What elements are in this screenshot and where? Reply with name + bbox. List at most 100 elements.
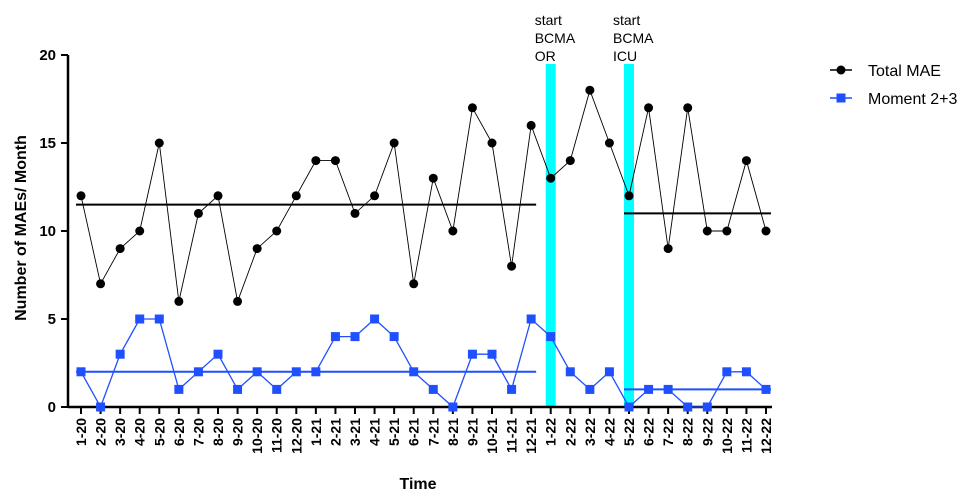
x-tick-label: 11-21 xyxy=(504,418,520,453)
data-point xyxy=(722,367,732,377)
data-point xyxy=(761,384,771,394)
data-point xyxy=(154,314,164,324)
x-tick-label: 1-21 xyxy=(308,418,324,446)
data-point xyxy=(96,402,106,412)
data-point xyxy=(565,156,575,166)
data-point xyxy=(565,367,575,377)
x-tick-label: 10-20 xyxy=(249,418,265,454)
data-point xyxy=(604,138,614,148)
data-point xyxy=(311,156,321,166)
data-point xyxy=(389,332,399,342)
data-point xyxy=(663,384,673,394)
intervention-label: OR xyxy=(535,48,556,64)
data-point xyxy=(663,244,673,254)
data-point xyxy=(193,367,203,377)
data-point xyxy=(585,384,595,394)
data-point xyxy=(115,349,125,359)
x-tick-label: 3-21 xyxy=(347,418,363,446)
x-tick-label: 12-21 xyxy=(523,418,539,454)
intervention-label: BCMA xyxy=(613,30,654,46)
data-point xyxy=(370,314,380,324)
legend-item: Total MAE xyxy=(830,63,941,80)
data-point xyxy=(174,384,184,394)
x-tick-label: 8-21 xyxy=(445,418,461,446)
intervention-label: BCMA xyxy=(535,30,576,46)
data-point xyxy=(291,367,301,377)
x-tick-label: 10-21 xyxy=(484,418,500,454)
x-tick-label: 11-22 xyxy=(738,418,754,453)
intervention-bar xyxy=(624,64,634,408)
data-point xyxy=(213,191,223,201)
data-point xyxy=(624,402,634,412)
data-point xyxy=(252,367,262,377)
x-tick-label: 11-20 xyxy=(269,418,285,453)
x-tick-label: 5-22 xyxy=(621,418,637,446)
data-point xyxy=(546,332,556,342)
y-tick-label: 0 xyxy=(48,399,56,416)
y-tick-label: 15 xyxy=(39,135,56,152)
x-tick-label: 9-20 xyxy=(230,418,246,446)
data-point xyxy=(526,314,536,324)
x-tick-label: 4-20 xyxy=(132,418,148,446)
x-tick-label: 3-20 xyxy=(112,418,128,446)
data-point xyxy=(585,85,595,95)
x-tick-label: 1-22 xyxy=(543,418,559,446)
legend-marker xyxy=(836,65,846,75)
x-tick-label: 1-20 xyxy=(73,418,89,446)
data-point xyxy=(526,120,536,130)
data-point xyxy=(644,103,654,113)
data-point xyxy=(76,191,86,201)
x-tick-label: 8-22 xyxy=(680,418,696,446)
x-tick-label: 6-22 xyxy=(641,418,657,446)
data-point xyxy=(272,384,282,394)
x-tick-label: 6-21 xyxy=(406,418,422,446)
x-tick-label: 7-21 xyxy=(425,418,441,446)
x-tick-label: 2-22 xyxy=(562,418,578,446)
data-point xyxy=(507,384,517,394)
x-tick-label: 12-20 xyxy=(288,418,304,454)
data-point xyxy=(683,103,693,113)
data-point xyxy=(115,244,125,254)
data-point xyxy=(702,402,712,412)
intervention-markers xyxy=(545,64,634,408)
x-tick-label: 9-22 xyxy=(699,418,715,446)
data-point xyxy=(409,367,419,377)
data-point xyxy=(467,103,477,113)
data-point xyxy=(389,138,399,148)
data-series xyxy=(76,85,771,412)
x-tick-label: 4-22 xyxy=(601,418,617,446)
data-point xyxy=(330,156,340,166)
data-point xyxy=(350,208,360,218)
data-point xyxy=(487,349,497,359)
x-tick-label: 9-21 xyxy=(464,418,480,446)
data-point xyxy=(330,332,340,342)
y-tick-label: 10 xyxy=(39,223,56,240)
data-point xyxy=(174,296,184,306)
data-point xyxy=(311,367,321,377)
x-tick-label: 2-21 xyxy=(327,418,343,446)
data-point xyxy=(487,138,497,148)
x-axis-title: Time xyxy=(399,476,436,492)
data-point xyxy=(135,314,145,324)
data-point xyxy=(135,226,145,236)
data-point xyxy=(448,226,458,236)
data-point xyxy=(350,332,360,342)
data-point xyxy=(233,384,243,394)
legend-label: Total MAE xyxy=(868,63,941,80)
x-tick-label: 7-20 xyxy=(190,418,206,446)
x-tick-label: 5-20 xyxy=(151,418,167,446)
data-point xyxy=(546,173,556,183)
y-tick-label: 20 xyxy=(39,47,56,64)
annotations: start BCMA OR start BCMA ICU xyxy=(535,12,654,64)
intervention-label: ICU xyxy=(613,48,637,64)
data-point xyxy=(409,279,419,289)
intervention-label: start xyxy=(613,12,640,28)
data-point xyxy=(213,349,223,359)
data-point xyxy=(507,261,517,271)
data-point xyxy=(252,244,262,254)
data-point xyxy=(233,296,243,306)
data-point xyxy=(741,367,751,377)
x-tick-label: 6-20 xyxy=(171,418,187,446)
